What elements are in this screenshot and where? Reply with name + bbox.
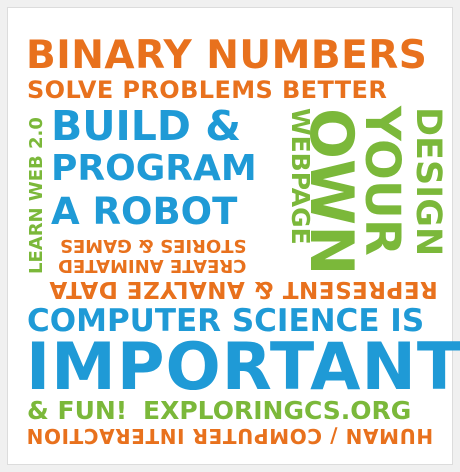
build-text: BUILD & [51, 102, 241, 150]
hci-text: HUMAN / COMPUTER INTERACTION [26, 424, 434, 448]
represent-analyze-text: REPRESENT & ANALYZE DATA [49, 276, 438, 302]
program-text: PROGRAM [51, 148, 257, 189]
a-robot-text: A ROBOT [51, 190, 238, 233]
and-fun-text: & FUN! [27, 396, 128, 425]
design-text: DESIGN [408, 107, 448, 257]
your-text: YOUR [354, 106, 410, 256]
exploringcs-text: EXPLORINGCS.ORG [143, 396, 412, 425]
solve-problems-text: SOLVE PROBLEMS BETTER [27, 76, 388, 104]
own-text: OWN [296, 108, 366, 276]
important-text: IMPORTANT [26, 330, 460, 405]
poster: BINARY NUMBERS SOLVE PROBLEMS BETTER LEA… [8, 8, 460, 464]
stories-games-text: STORIES & GAMES [60, 235, 247, 256]
create-animated-text: CREATE ANIMATED [58, 255, 247, 276]
learn-web-text: LEARN WEB 2.0 [26, 117, 47, 274]
binary-numbers-text: BINARY NUMBERS [26, 33, 428, 78]
computer-science-is-text: COMPUTER SCIENCE IS [27, 303, 425, 339]
